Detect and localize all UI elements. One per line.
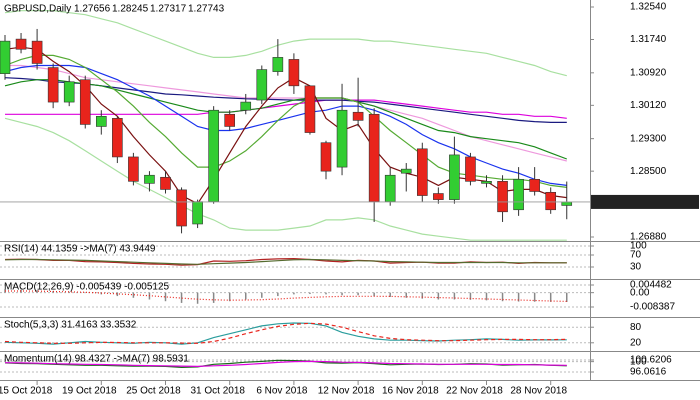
- panel-title: Momentum(14) 98.4327 ->MA(7) 98.5931: [4, 354, 189, 365]
- y-tick-label: 96.0616: [630, 367, 667, 378]
- y-tick-label: 20: [630, 337, 642, 348]
- series-line: [5, 99, 567, 119]
- close-value: 1.27743: [188, 4, 225, 15]
- candle-body: [352, 111, 364, 121]
- y-tick-label: 1.28500: [630, 166, 667, 177]
- candle-body: [465, 156, 476, 182]
- y-tick-label: 0.004482: [630, 280, 672, 291]
- y-tick-label: 1.31740: [630, 34, 667, 45]
- series-line: [4, 360, 567, 368]
- candle-body: [176, 189, 187, 227]
- candle-body: [79, 79, 91, 125]
- candle-body: [368, 113, 380, 202]
- y-tick-label: 1.30920: [630, 67, 667, 78]
- x-tick-label: 28 Nov 2018: [510, 386, 567, 397]
- candle-body: [272, 57, 284, 72]
- x-tick-label: 31 Oct 2018: [190, 386, 245, 397]
- candle-body: [256, 69, 268, 101]
- y-tick-label: 80: [630, 322, 642, 333]
- x-tick-label: 19 Oct 2018: [62, 386, 117, 397]
- panel-frames: [0, 0, 700, 381]
- y-tick-label: 30: [630, 262, 642, 273]
- candle-body: [96, 116, 107, 127]
- momentum-panel: [0, 359, 590, 373]
- x-tick-label: 22 Nov 2018: [446, 386, 503, 397]
- y-tick-label: 70: [630, 250, 642, 261]
- candle-body: [400, 168, 412, 174]
- candle-body: [416, 148, 428, 196]
- x-tick-label: 12 Nov 2018: [318, 386, 375, 397]
- candle-body: [336, 109, 348, 168]
- candle-body: [288, 59, 300, 87]
- y-tick-label: 100: [630, 241, 647, 252]
- x-tick-label: 25 Oct 2018: [126, 386, 181, 397]
- series-line: [4, 79, 568, 160]
- high-value: 1.28245: [112, 4, 149, 15]
- candle-body: [47, 67, 59, 103]
- candle-body: [384, 174, 396, 202]
- series-line: [4, 322, 567, 344]
- panel-title: Stoch(5,3,3) 31.4163 33.3532: [4, 320, 137, 331]
- candle-body: [449, 154, 460, 200]
- panel-title: RSI(14) 44.1359 ->MA(7) 43.9449: [4, 244, 156, 255]
- candle-body: [240, 101, 252, 111]
- last-price-box: [591, 194, 699, 209]
- x-tick-label: 6 Nov 2018: [256, 386, 308, 397]
- candle-body: [304, 85, 316, 133]
- candle-body: [63, 81, 75, 103]
- y-tick-label: 1.26880: [630, 232, 667, 243]
- y-tick-label: 100: [630, 356, 647, 367]
- y-tick-label: 0.00: [630, 287, 650, 298]
- stoch-panel: [0, 322, 590, 345]
- panel-title: MACD(12,26,9) -0.005439 -0.005125: [4, 282, 170, 293]
- y-tick-label: 1.30120: [630, 100, 667, 111]
- macd-panel: [0, 284, 590, 308]
- candle-body: [0, 40, 11, 74]
- series-line: [5, 290, 567, 302]
- y-tick-label: 1.29300: [630, 133, 667, 144]
- candle-body: [497, 181, 508, 213]
- series-line: [4, 117, 567, 241]
- candle-body: [513, 178, 524, 211]
- candle-body: [112, 118, 123, 158]
- candle-body: [545, 191, 557, 211]
- candle-body: [160, 176, 171, 190]
- low-value: 1.27317: [150, 4, 187, 15]
- rsi-panel: [0, 245, 590, 268]
- open-value: 1.27656: [74, 4, 111, 15]
- candle-body: [208, 109, 219, 202]
- candle-body: [561, 201, 573, 206]
- labels: GBPUSD,Daily 1.27656 1.28245 1.27317 1.2…: [0, 2, 675, 397]
- y-tick-label: -0.008387: [630, 302, 675, 313]
- candle-body: [144, 174, 155, 184]
- series-line: [4, 10, 567, 77]
- candle-body: [320, 142, 332, 172]
- candle-body: [481, 181, 492, 184]
- candle-body: [433, 193, 444, 200]
- y-tick-label: 1.32540: [630, 2, 667, 13]
- candle-body: [31, 40, 43, 64]
- candle-body: [15, 38, 27, 50]
- series-line: [4, 258, 567, 265]
- candle-body: [192, 201, 203, 225]
- candle-body: [529, 178, 540, 192]
- candle-body: [128, 156, 139, 182]
- x-tick-label: 16 Nov 2018: [382, 386, 439, 397]
- candle-body: [224, 113, 235, 127]
- x-tick-label: 15 Oct 2018: [0, 386, 53, 397]
- price-panel: [0, 10, 590, 241]
- y-tick-label: 100.6206: [630, 355, 672, 366]
- symbol: GBPUSD,Daily: [4, 4, 71, 15]
